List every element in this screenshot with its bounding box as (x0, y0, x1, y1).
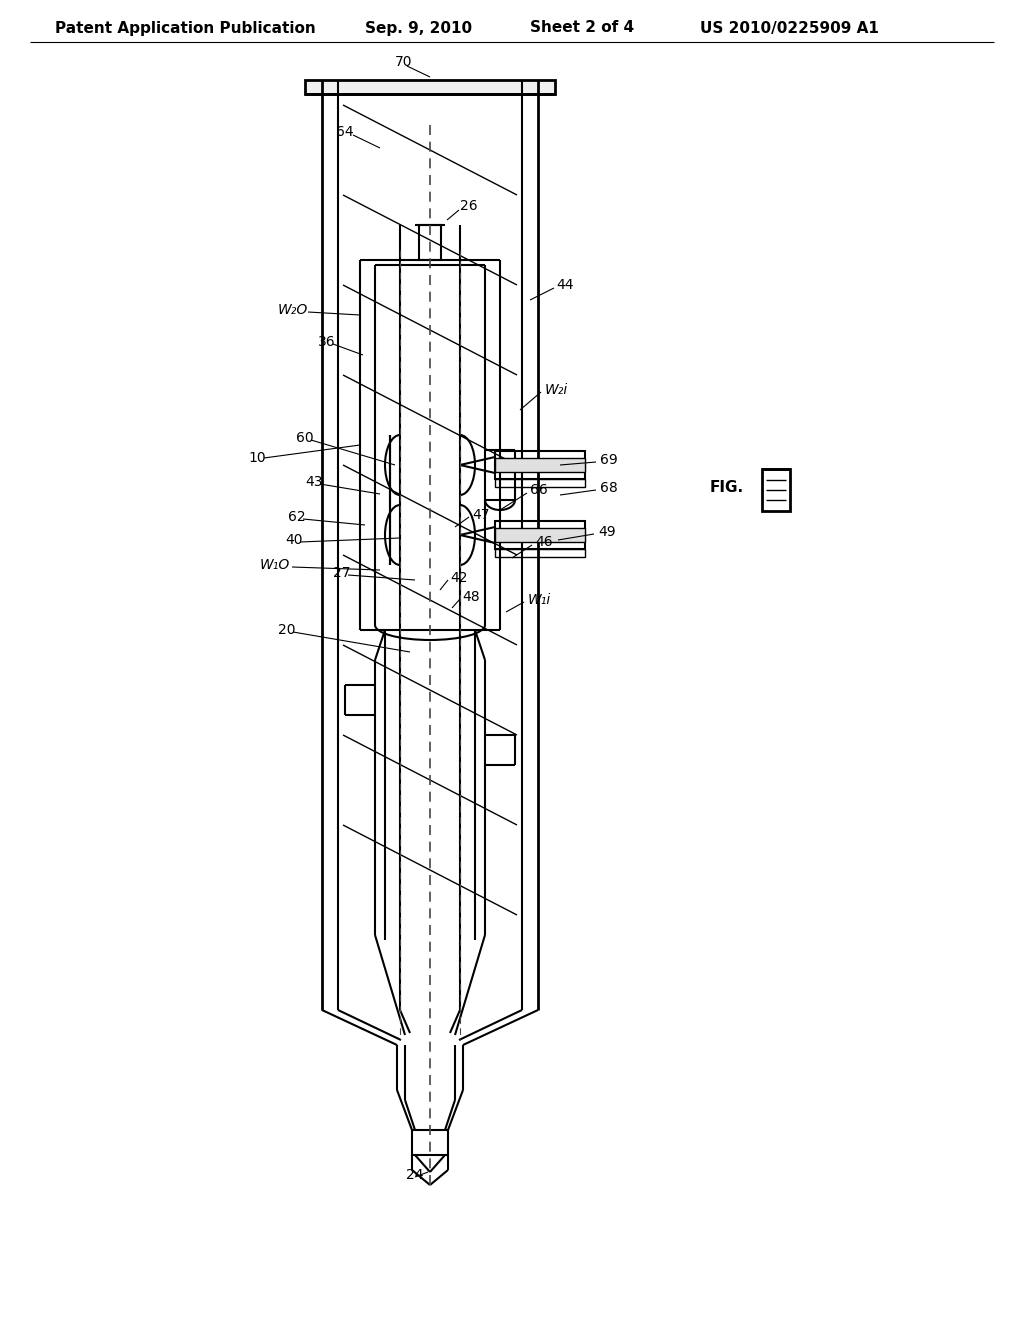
Text: FIG.: FIG. (710, 480, 744, 495)
Bar (495, 521, 585, 549)
Text: 60: 60 (296, 432, 313, 445)
Bar (495, 549, 585, 557)
Text: W₂i: W₂i (545, 383, 568, 397)
Bar (762, 469, 790, 511)
Text: 62: 62 (288, 510, 305, 524)
Text: 10: 10 (248, 451, 265, 465)
Bar (495, 479, 585, 487)
Text: Patent Application Publication: Patent Application Publication (55, 21, 315, 36)
Text: 69: 69 (600, 453, 617, 467)
Bar (412, 1130, 449, 1155)
Text: 42: 42 (450, 572, 468, 585)
Text: 43: 43 (305, 475, 323, 488)
Text: 47: 47 (472, 508, 489, 521)
Text: 44: 44 (556, 279, 573, 292)
Text: 26: 26 (460, 199, 477, 213)
Text: 27: 27 (333, 566, 350, 579)
Text: W₂O: W₂O (278, 304, 308, 317)
Bar (419, 224, 441, 260)
Text: Sep. 9, 2010: Sep. 9, 2010 (365, 21, 472, 36)
Text: 68: 68 (600, 480, 617, 495)
Text: 49: 49 (598, 525, 615, 539)
Text: 20: 20 (278, 623, 296, 638)
Bar (495, 451, 585, 479)
Text: 46: 46 (535, 535, 553, 549)
Bar (495, 458, 585, 473)
Text: Sheet 2 of 4: Sheet 2 of 4 (530, 21, 634, 36)
Bar (305, 81, 555, 94)
Bar (495, 528, 585, 543)
Text: 40: 40 (285, 533, 302, 546)
Text: 64: 64 (336, 125, 353, 139)
Text: W₁i: W₁i (528, 593, 551, 607)
Text: 24: 24 (406, 1168, 424, 1181)
Text: W₁O: W₁O (260, 558, 290, 572)
Text: US 2010/0225909 A1: US 2010/0225909 A1 (700, 21, 879, 36)
Text: 36: 36 (318, 335, 336, 348)
Text: 48: 48 (462, 590, 479, 605)
Text: 66: 66 (530, 483, 548, 498)
Text: 70: 70 (395, 55, 413, 69)
